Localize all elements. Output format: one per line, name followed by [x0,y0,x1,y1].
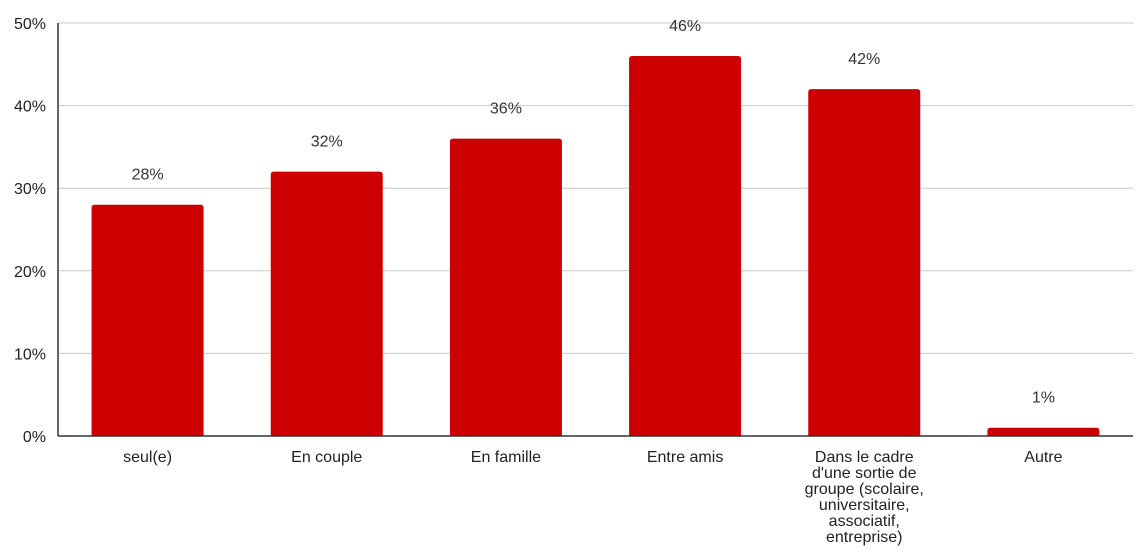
y-tick-label: 30% [14,181,46,198]
bar [987,427,1100,436]
bar [270,171,383,436]
data-label: 28% [132,167,164,184]
y-tick-label: 50% [14,16,46,33]
x-category-label: Entre amis [647,449,723,466]
x-category-label: d'une sortie de [812,465,917,482]
data-label: 46% [669,18,701,35]
x-category-label: universitaire, [819,497,910,514]
bar [808,89,921,436]
y-axis-tick-labels: 0% 10% 20% 30% 40% 50% [14,16,46,446]
bar [91,204,204,436]
bar [629,56,742,436]
y-tick-label: 20% [14,264,46,281]
data-label: 36% [490,101,522,118]
x-category-label: En couple [291,449,362,466]
y-tick-label: 10% [14,346,46,363]
x-category-label: groupe (scolaire, [805,481,924,498]
data-label: 42% [848,51,880,68]
x-category-label: associatif, [829,513,900,530]
x-category-label: seul(e) [123,449,172,466]
bar [449,138,562,436]
x-category-label: En famille [471,449,541,466]
y-tick-label: 0% [23,429,46,446]
bars [91,56,1100,436]
gridlines [58,22,1133,354]
x-category-label: Dans le cadre [815,449,914,466]
x-axis-category-labels: seul(e) En couple En famille Entre amis Dans… [123,449,1063,546]
x-category-label: Autre [1024,449,1062,466]
data-labels: 28% 32% 36% 46% 42% 1% [132,18,1055,407]
data-label: 1% [1032,390,1055,407]
data-label: 32% [311,134,343,151]
y-tick-label: 40% [14,99,46,116]
x-category-label: entreprise) [826,529,902,546]
